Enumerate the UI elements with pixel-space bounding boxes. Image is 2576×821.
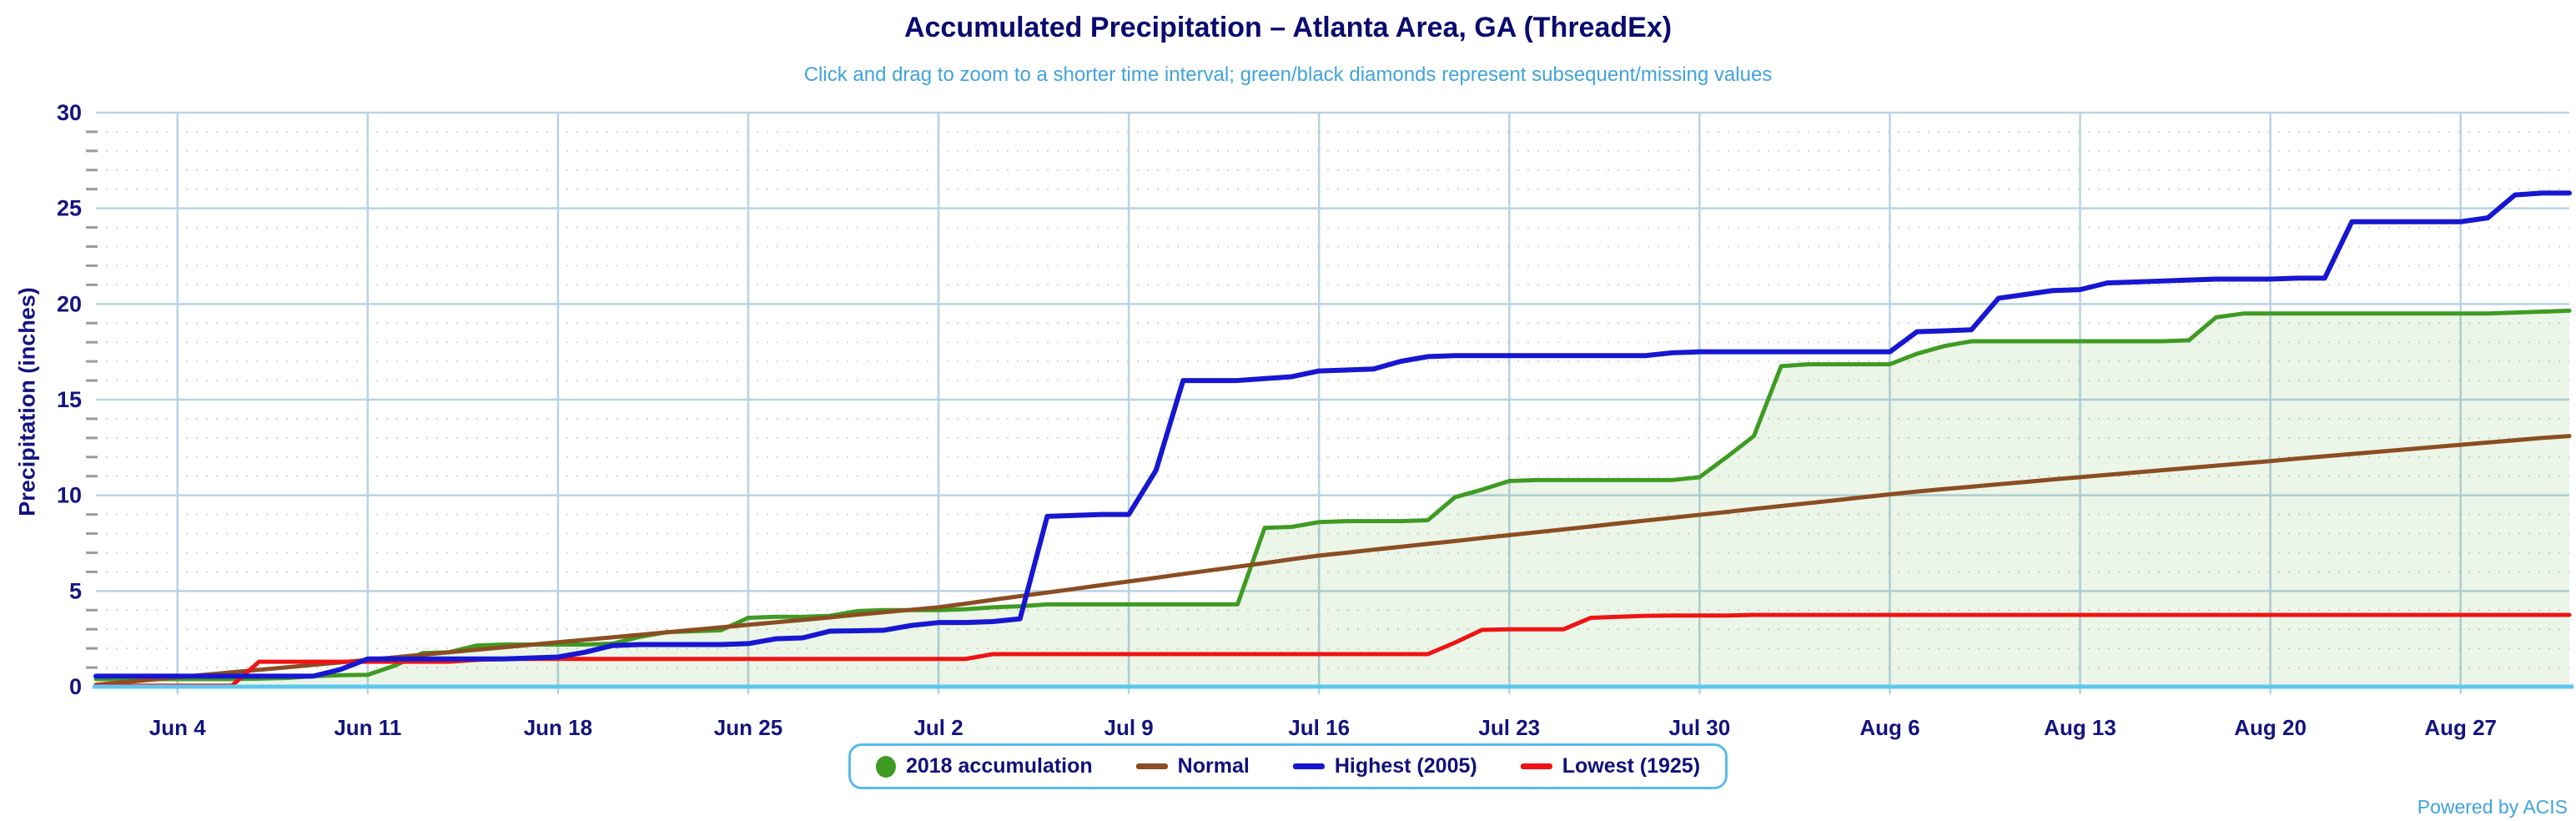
- y-tick-label: 20: [57, 291, 82, 316]
- legend-item[interactable]: Lowest (1925): [1520, 754, 1701, 778]
- x-tick-label: Jul 30: [1669, 715, 1731, 740]
- y-tick-label: 25: [57, 196, 82, 221]
- legend-item[interactable]: 2018 accumulation: [875, 754, 1093, 778]
- legend-label: 2018 accumulation: [905, 754, 1093, 778]
- x-tick-label: Aug 27: [2424, 715, 2497, 740]
- y-tick-label: 5: [69, 578, 82, 603]
- accumulation-area: [96, 310, 2569, 687]
- x-tick-label: Jul 23: [1478, 715, 1540, 740]
- precipitation-chart: 0 5 10 15 20 25 30 Jun 4 Jun 11 Jun 18 Jun 25 Jul 2…: [57, 100, 2573, 740]
- x-tick-label: Jun 18: [524, 715, 592, 740]
- legend-label: Normal: [1177, 754, 1250, 778]
- x-tick-label: Aug 13: [2044, 715, 2116, 740]
- x-tick-label: Jun 11: [334, 715, 401, 740]
- legend-swatch-line: [1135, 763, 1168, 769]
- x-tick-label: Jun 4: [149, 715, 206, 740]
- series-line-normal: [93, 434, 2572, 688]
- plot-area[interactable]: [96, 113, 2569, 687]
- legend-item[interactable]: Normal: [1135, 754, 1250, 778]
- legend-swatch-line: [1292, 763, 1325, 769]
- chart-title: Accumulated Precipitation – Atlanta Area…: [903, 12, 1673, 43]
- legend-label: Lowest (1925): [1562, 754, 1701, 778]
- legend-box: 2018 accumulation Normal Highest (2005) Low…: [848, 743, 1728, 789]
- powered-by-acis-link[interactable]: Powered by ACIS: [2417, 796, 2568, 818]
- x-tick-label: Aug 6: [1859, 715, 1919, 740]
- x-tick-label: Jul 16: [1288, 715, 1350, 740]
- legend-swatch-circle: [875, 755, 896, 778]
- x-tick-label: Aug 20: [2234, 715, 2307, 740]
- legend-label: Highest (2005): [1334, 754, 1477, 778]
- x-tick-label: Jul 9: [1104, 715, 1154, 740]
- legend-swatch-line: [1520, 763, 1552, 769]
- y-tick-label: 30: [57, 100, 82, 125]
- series-line-2018-accumulation: [93, 308, 2572, 682]
- y-tick-label: 0: [69, 674, 82, 699]
- y-tick-label: 10: [57, 483, 82, 508]
- y-tick-label: 15: [57, 387, 82, 412]
- series-line-highest-2005: [93, 190, 2572, 679]
- x-tick-label: Jun 25: [714, 715, 782, 740]
- legend-item[interactable]: Highest (2005): [1292, 754, 1477, 778]
- x-tick-label: Jul 2: [913, 715, 963, 740]
- chart-subtitle: Click and drag to zoom to a shorter time…: [803, 63, 1773, 86]
